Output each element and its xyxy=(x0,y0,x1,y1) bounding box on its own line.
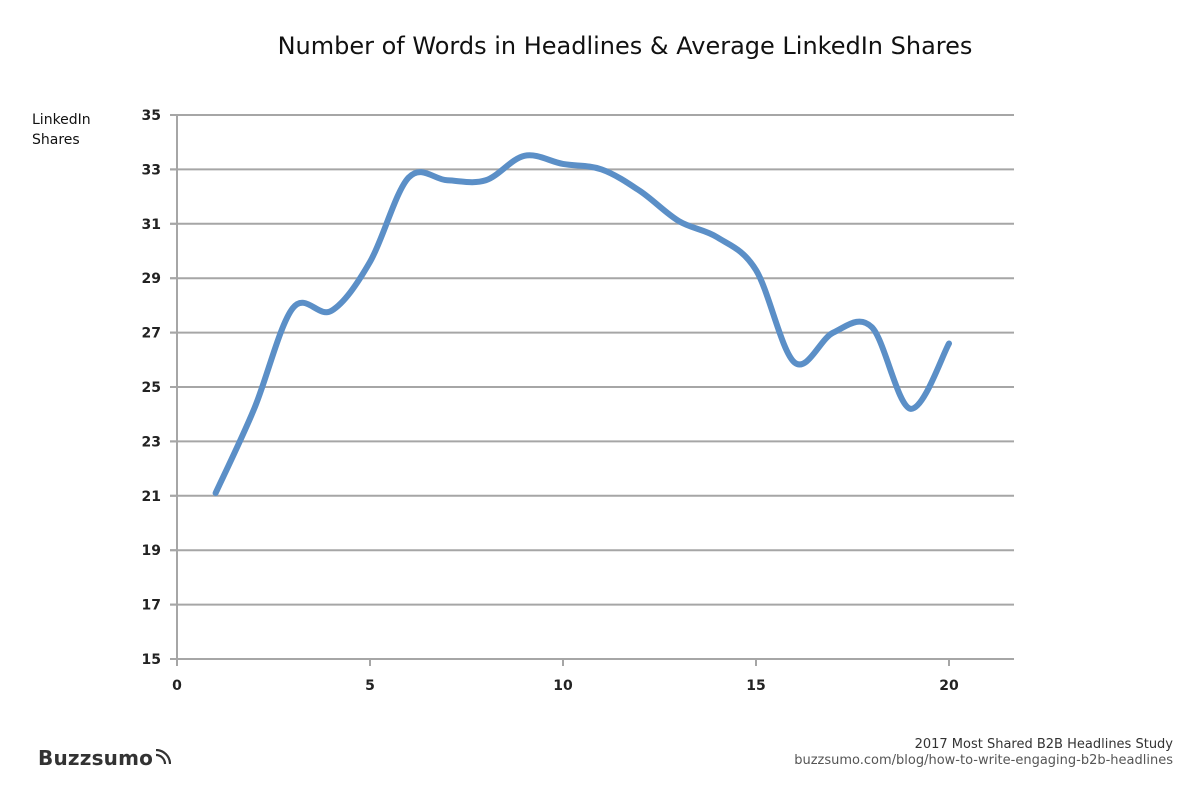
y-axis-ticks: 15 17 19 21 23 25 27 29 31 33 35 xyxy=(142,108,177,668)
y-tick-label: 17 xyxy=(142,598,161,614)
y-tick-label: 19 xyxy=(142,543,161,559)
source-url: buzzsumo.com/blog/how-to-write-engaging-… xyxy=(794,753,1173,768)
y-tick-label: 33 xyxy=(142,162,161,178)
x-tick-label: 15 xyxy=(746,678,765,694)
y-tick-label: 27 xyxy=(142,326,161,342)
y-axis-label-line2: Shares xyxy=(32,132,80,148)
x-tick-label: 5 xyxy=(365,678,375,694)
y-axis-label-line1: LinkedIn xyxy=(32,112,91,128)
x-tick-label: 0 xyxy=(172,678,182,694)
chart-title: Number of Words in Headlines & Average L… xyxy=(277,32,973,60)
study-name: 2017 Most Shared B2B Headlines Study xyxy=(914,737,1173,752)
y-axis-label: LinkedIn Shares xyxy=(32,110,91,150)
y-tick-label: 31 xyxy=(142,217,161,233)
y-tick-label: 23 xyxy=(142,434,161,450)
brand-name: Buzzsumo xyxy=(38,746,154,770)
grid-lines xyxy=(170,114,1014,606)
source-footer: 2017 Most Shared B2B Headlines Study buz… xyxy=(794,737,1173,769)
y-tick-label: 35 xyxy=(142,108,161,124)
y-tick-label: 25 xyxy=(142,380,161,396)
signal-waves-icon xyxy=(155,748,172,765)
y-tick-label: 29 xyxy=(142,271,161,287)
y-tick-label: 21 xyxy=(142,489,161,505)
buzzsumo-logo: Buzzsumo xyxy=(38,746,172,770)
x-tick-label: 10 xyxy=(553,678,573,694)
data-series-line xyxy=(212,152,952,497)
y-tick-label: 15 xyxy=(142,652,161,668)
x-axis-ticks: 0 5 10 15 20 xyxy=(172,659,959,694)
x-tick-label: 20 xyxy=(939,678,959,694)
